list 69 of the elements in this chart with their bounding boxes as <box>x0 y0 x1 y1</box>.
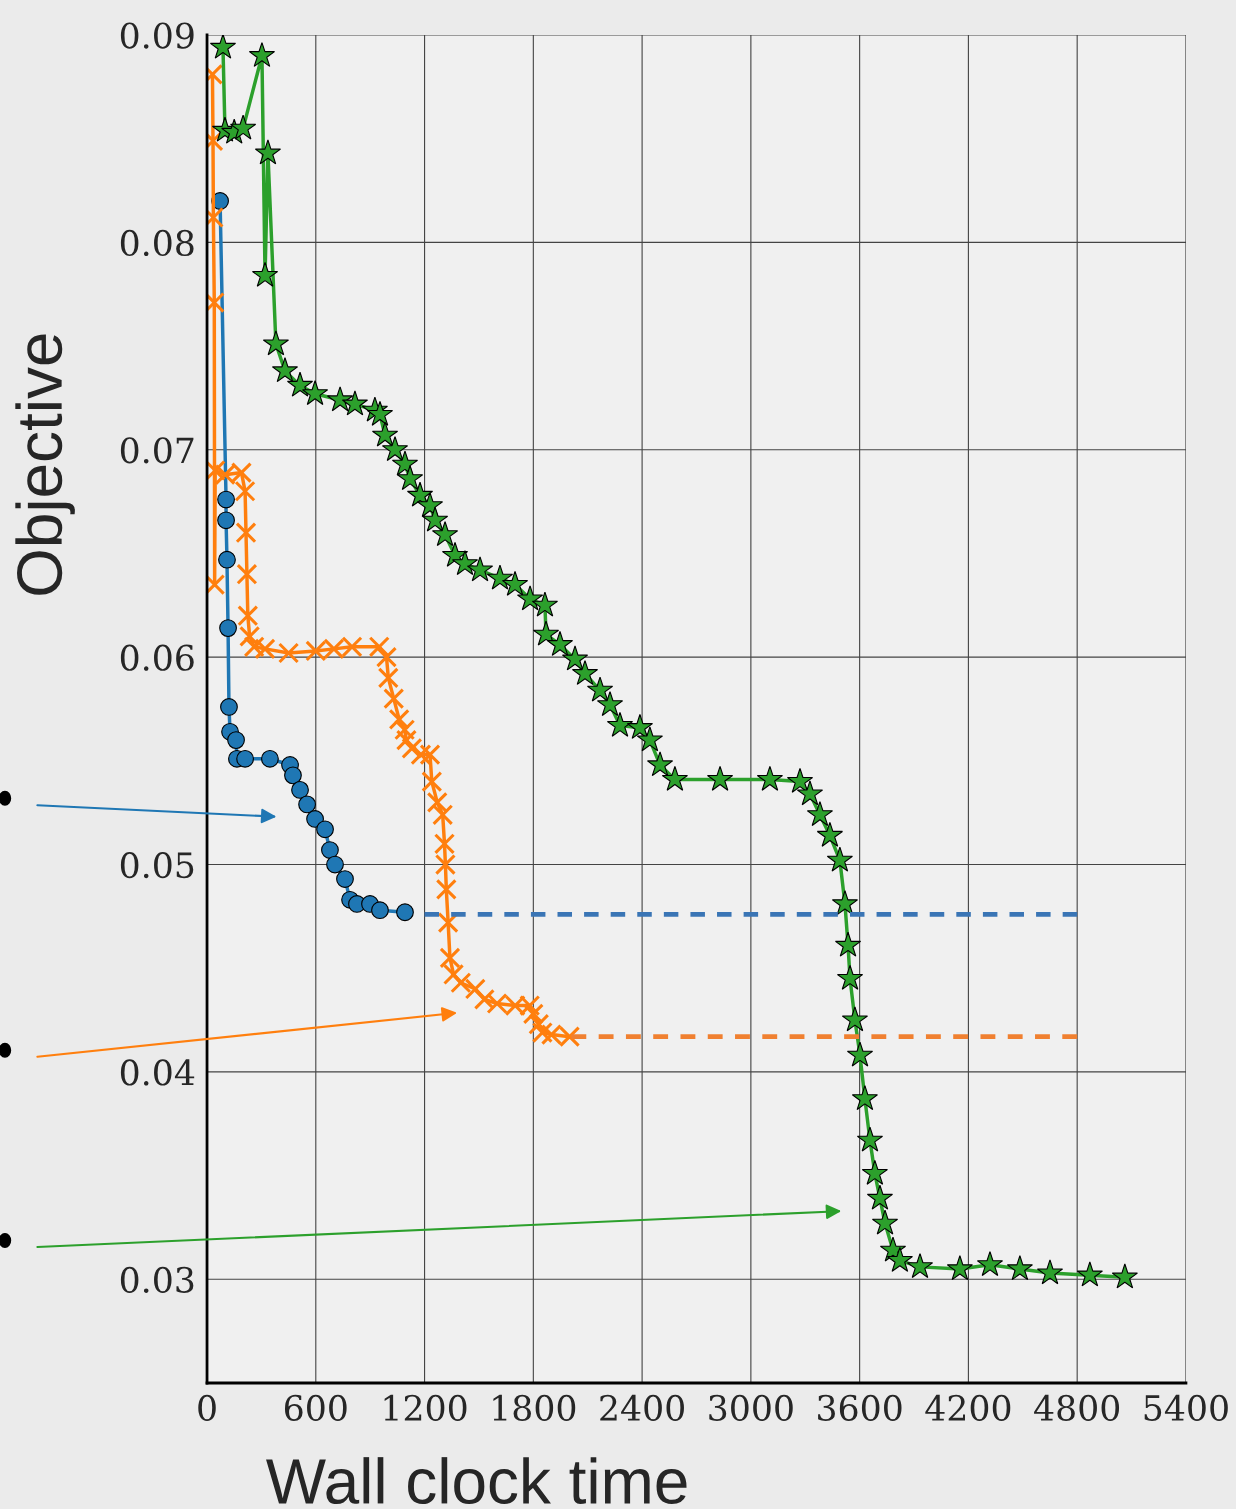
point <box>434 853 456 876</box>
point <box>236 563 258 585</box>
point <box>473 988 495 1010</box>
point <box>464 978 486 1000</box>
point <box>410 744 432 766</box>
x-tick-label: 600 <box>284 1394 347 1421</box>
x-tick-label: 5400 <box>1144 1394 1228 1421</box>
point <box>227 731 245 749</box>
point <box>435 878 457 900</box>
point <box>368 636 390 658</box>
point <box>219 619 237 638</box>
y-tick-label: 0.08 <box>120 229 194 257</box>
point <box>336 870 354 888</box>
point <box>419 744 441 766</box>
point <box>433 833 456 855</box>
point <box>321 841 339 859</box>
point <box>218 550 236 569</box>
point <box>235 522 257 544</box>
point <box>383 688 405 710</box>
point <box>401 737 423 759</box>
point <box>237 605 259 627</box>
point <box>426 791 448 813</box>
x-tick-label: 1200 <box>384 1394 467 1421</box>
point <box>432 804 454 826</box>
y-tick-label: 0.07 <box>120 437 194 464</box>
point <box>388 708 410 730</box>
point <box>239 625 261 647</box>
point <box>531 1021 553 1044</box>
x-tick-label: 1800 <box>493 1394 576 1421</box>
point <box>450 972 472 994</box>
point <box>522 1003 544 1025</box>
point <box>443 963 465 986</box>
point <box>377 667 399 689</box>
point <box>298 795 316 814</box>
y-tick-label: 0.04 <box>120 1059 195 1086</box>
point <box>394 719 416 741</box>
y-tick-label: 0.03 <box>120 1266 194 1293</box>
y-axis-title: Objective <box>15 334 75 595</box>
point <box>291 780 309 799</box>
point <box>439 947 461 969</box>
x-tick-label: 0 <box>198 1394 216 1421</box>
point <box>217 511 235 530</box>
y-tick-label: 0.05 <box>120 851 194 879</box>
y-tick-label: 0.06 <box>120 644 194 671</box>
point <box>396 903 414 922</box>
point <box>316 820 334 839</box>
point <box>284 766 302 785</box>
point <box>234 480 256 502</box>
point <box>421 771 443 793</box>
y-tick-label: 0.09 <box>120 22 194 49</box>
point <box>278 642 300 664</box>
x-axis-title: Wall clock time <box>266 1457 687 1505</box>
point <box>395 729 417 751</box>
point <box>528 1013 550 1035</box>
x-tick-label: 4800 <box>1034 1394 1120 1421</box>
point <box>306 810 324 828</box>
point <box>220 698 238 716</box>
point <box>243 636 265 658</box>
x-tick-label: 2400 <box>600 1394 684 1421</box>
x-tick-label: 4200 <box>925 1394 1011 1421</box>
point <box>254 638 276 660</box>
point <box>326 855 344 874</box>
point <box>217 490 235 509</box>
point <box>371 901 389 920</box>
point <box>236 749 254 768</box>
x-tick-label: 3600 <box>818 1394 902 1421</box>
x-tick-label: 3000 <box>709 1394 793 1421</box>
point <box>261 749 279 768</box>
point <box>375 646 398 668</box>
